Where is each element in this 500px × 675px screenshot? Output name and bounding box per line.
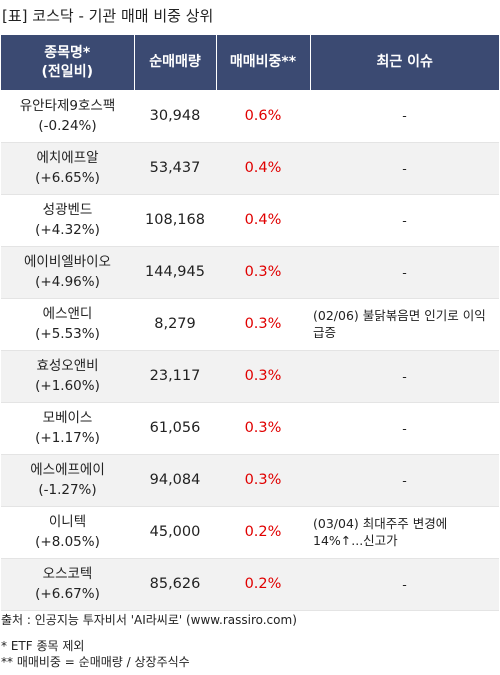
trade-ratio: 0.3%: [216, 350, 310, 403]
net-volume: 144,945: [134, 246, 216, 299]
stock-name: 에스에프에이: [30, 462, 105, 478]
table-row: 에이비엘바이오 (+4.96%) 144,945 0.3% -: [1, 246, 499, 299]
net-volume: 8,279: [134, 298, 216, 351]
stock-change: (+8.05%): [35, 534, 100, 550]
header-stock-name-line2: (전일비): [41, 63, 93, 80]
net-volume: 94,084: [134, 454, 216, 507]
trade-ratio: 0.3%: [216, 454, 310, 507]
stock-cell: 유안타제9호스팩 (-0.24%): [1, 90, 134, 143]
stock-change: (-1.27%): [38, 482, 97, 498]
stock-cell: 모베이스 (+1.17%): [1, 402, 134, 455]
footnote-ratio: ** 매매비중 = 순매매량 / 상장주식수: [1, 655, 190, 669]
stock-name: 이니텍: [48, 514, 87, 530]
stock-name: 에스앤디: [42, 306, 93, 322]
stock-cell: 에스에프에이 (-1.27%): [1, 454, 134, 507]
stock-name: 모베이스: [42, 410, 93, 426]
trade-ratio: 0.3%: [216, 402, 310, 455]
recent-issue: -: [310, 194, 499, 247]
footnote-etf: * ETF 종목 제외: [1, 639, 85, 653]
net-volume: 108,168: [134, 194, 216, 247]
stock-change: (+6.67%): [35, 586, 100, 602]
net-volume: 85,626: [134, 558, 216, 611]
table-body: 유안타제9호스팩 (-0.24%) 30,948 0.6% - 에치에프알 (+6.65%)…: [1, 90, 499, 611]
stock-name: 효성오앤비: [36, 358, 99, 374]
table-row: 에치에프알 (+6.65%) 53,437 0.4% -: [1, 142, 499, 195]
net-volume: 53,437: [134, 142, 216, 195]
trade-ratio: 0.3%: [216, 298, 310, 351]
trade-ratio: 0.4%: [216, 142, 310, 195]
net-volume: 45,000: [134, 506, 216, 559]
trade-ratio: 0.4%: [216, 194, 310, 247]
stock-cell: 오스코텍 (+6.67%): [1, 558, 134, 611]
source-note: 출처 : 인공지능 투자비서 'AI라씨로' (www.rassiro.com): [1, 613, 297, 627]
stock-cell: 에이비엘바이오 (+4.96%): [1, 246, 134, 299]
table-row: 오스코텍 (+6.67%) 85,626 0.2% -: [1, 558, 499, 611]
recent-issue: -: [310, 246, 499, 299]
trade-ratio: 0.6%: [216, 90, 310, 143]
table-row: 효성오앤비 (+1.60%) 23,117 0.3% -: [1, 350, 499, 403]
header-recent-issue: 최근 이슈: [310, 35, 499, 90]
recent-issue: -: [310, 142, 499, 195]
stock-name: 유안타제9호스팩: [19, 97, 116, 114]
recent-issue: -: [310, 454, 499, 507]
stock-name: 에치에프알: [36, 150, 99, 166]
net-volume: 23,117: [134, 350, 216, 403]
stock-change: (+1.60%): [35, 378, 100, 394]
recent-issue: -: [310, 350, 499, 403]
table-row: 성광벤드 (+4.32%) 108,168 0.4% -: [1, 194, 499, 247]
table-row: 모베이스 (+1.17%) 61,056 0.3% -: [1, 402, 499, 455]
stock-change: (+4.32%): [35, 222, 100, 238]
stock-name: 오스코텍: [42, 566, 93, 582]
institution-trading-table: 종목명* (전일비) 순매매량 매매비중** 최근 이슈 유안타제9호스팩 (-0…: [1, 35, 499, 611]
recent-issue: (02/06) 불닭볶음면 인기로 이익 급증: [310, 298, 499, 351]
trade-ratio: 0.2%: [216, 558, 310, 611]
stock-name: 성광벤드: [42, 202, 93, 218]
header-stock-name-line1: 종목명*: [44, 44, 91, 61]
stock-change: (-0.24%): [38, 117, 97, 134]
table-row: 이니텍 (+8.05%) 45,000 0.2% (03/04) 최대주주 변경에 14…: [1, 506, 499, 559]
stock-change: (+1.17%): [35, 430, 100, 446]
stock-change: (+6.65%): [35, 170, 100, 186]
stock-name: 에이비엘바이오: [24, 254, 111, 270]
stock-cell: 효성오앤비 (+1.60%): [1, 350, 134, 403]
header-trade-ratio: 매매비중**: [216, 35, 311, 90]
table-row: 에스앤디 (+5.53%) 8,279 0.3% (02/06) 불닭볶음면 인기로 이…: [1, 298, 499, 351]
stock-change: (+4.96%): [35, 274, 100, 290]
table-row: 에스에프에이 (-1.27%) 94,084 0.3% -: [1, 454, 499, 507]
table-row: 유안타제9호스팩 (-0.24%) 30,948 0.6% -: [1, 90, 499, 143]
table-header: 종목명* (전일비) 순매매량 매매비중** 최근 이슈: [1, 35, 499, 90]
stock-cell: 에스앤디 (+5.53%): [1, 298, 134, 351]
recent-issue: -: [310, 90, 499, 143]
net-volume: 30,948: [134, 90, 216, 143]
trade-ratio: 0.3%: [216, 246, 310, 299]
stock-cell: 성광벤드 (+4.32%): [1, 194, 134, 247]
recent-issue: -: [310, 558, 499, 611]
recent-issue: (03/04) 최대주주 변경에 14%↑...신고가: [310, 506, 499, 559]
net-volume: 61,056: [134, 402, 216, 455]
page-title: [표] 코스닥 - 기관 매매 비중 상위: [2, 7, 214, 25]
stock-cell: 이니텍 (+8.05%): [1, 506, 134, 559]
trade-ratio: 0.2%: [216, 506, 310, 559]
stock-cell: 에치에프알 (+6.65%): [1, 142, 134, 195]
header-net-volume: 순매매량: [134, 35, 217, 90]
header-stock-name: 종목명* (전일비): [1, 35, 135, 90]
recent-issue: -: [310, 402, 499, 455]
stock-change: (+5.53%): [35, 326, 100, 342]
